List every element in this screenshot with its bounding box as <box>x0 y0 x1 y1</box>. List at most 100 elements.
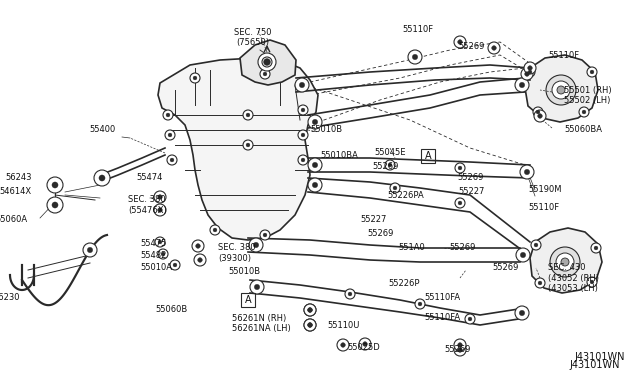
Circle shape <box>415 299 425 309</box>
Circle shape <box>154 204 166 216</box>
Circle shape <box>250 280 264 294</box>
Circle shape <box>348 292 352 296</box>
Circle shape <box>521 68 533 80</box>
Circle shape <box>258 53 276 71</box>
Circle shape <box>158 249 168 259</box>
Polygon shape <box>530 228 602 293</box>
Text: (43053 (LH): (43053 (LH) <box>548 283 598 292</box>
Circle shape <box>260 69 270 79</box>
Text: 55400: 55400 <box>90 125 116 135</box>
Circle shape <box>308 115 322 129</box>
Circle shape <box>515 78 529 92</box>
Circle shape <box>492 46 496 50</box>
Circle shape <box>590 280 594 284</box>
Circle shape <box>412 54 418 60</box>
Circle shape <box>535 278 545 288</box>
Circle shape <box>308 158 322 172</box>
Circle shape <box>264 58 271 65</box>
Circle shape <box>454 339 466 351</box>
Circle shape <box>263 72 267 76</box>
Circle shape <box>359 338 371 350</box>
Circle shape <box>301 158 305 162</box>
Circle shape <box>385 160 395 170</box>
Circle shape <box>418 302 422 306</box>
Text: 55060A: 55060A <box>0 215 28 224</box>
Text: 55110U: 55110U <box>328 321 360 330</box>
Circle shape <box>249 238 263 252</box>
Text: J43101WN: J43101WN <box>575 352 625 362</box>
Circle shape <box>520 165 534 179</box>
Circle shape <box>488 42 500 54</box>
Circle shape <box>265 60 269 64</box>
Circle shape <box>594 246 598 250</box>
Polygon shape <box>240 40 296 85</box>
Circle shape <box>170 158 174 162</box>
Circle shape <box>458 40 462 44</box>
Circle shape <box>300 82 305 88</box>
Circle shape <box>304 319 316 331</box>
Circle shape <box>312 119 317 125</box>
Text: 55010B: 55010B <box>310 125 342 135</box>
Text: 55501 (RH): 55501 (RH) <box>564 86 612 94</box>
Circle shape <box>87 247 93 253</box>
Text: SEC. 750: SEC. 750 <box>234 28 272 37</box>
Circle shape <box>531 240 541 250</box>
Circle shape <box>337 339 349 351</box>
Circle shape <box>458 343 462 347</box>
Circle shape <box>538 114 542 118</box>
Circle shape <box>465 314 475 324</box>
Circle shape <box>190 73 200 83</box>
Polygon shape <box>525 55 598 122</box>
Circle shape <box>253 242 259 248</box>
Circle shape <box>210 225 220 235</box>
Text: A: A <box>244 295 252 305</box>
Text: 55269: 55269 <box>458 42 484 51</box>
Bar <box>241 293 255 307</box>
Text: 55226PA: 55226PA <box>388 192 424 201</box>
Circle shape <box>155 237 165 247</box>
Circle shape <box>263 233 267 237</box>
Circle shape <box>587 277 597 287</box>
Circle shape <box>534 110 546 122</box>
Ellipse shape <box>550 247 580 277</box>
Text: (75650): (75650) <box>237 38 269 47</box>
Text: 55060B: 55060B <box>155 305 188 314</box>
Circle shape <box>154 191 166 203</box>
Text: (39300): (39300) <box>218 253 251 263</box>
Circle shape <box>454 344 466 356</box>
Circle shape <box>246 143 250 147</box>
Bar <box>421 149 435 163</box>
Circle shape <box>458 166 462 170</box>
Circle shape <box>260 230 270 240</box>
Text: 55110F: 55110F <box>548 51 579 60</box>
Circle shape <box>519 82 525 88</box>
Circle shape <box>163 110 173 120</box>
Text: 55474: 55474 <box>136 173 163 183</box>
Circle shape <box>528 70 532 74</box>
Circle shape <box>83 243 97 257</box>
Circle shape <box>390 183 400 193</box>
Circle shape <box>525 72 529 76</box>
Circle shape <box>52 202 58 208</box>
Circle shape <box>312 162 317 168</box>
Text: 55110FA: 55110FA <box>424 314 460 323</box>
Circle shape <box>157 208 163 212</box>
Circle shape <box>295 78 309 92</box>
Text: 55190M: 55190M <box>528 186 561 195</box>
Text: 56261NA (LH): 56261NA (LH) <box>232 324 291 333</box>
Text: 55269: 55269 <box>492 263 518 273</box>
Circle shape <box>519 310 525 316</box>
Circle shape <box>312 182 317 187</box>
Circle shape <box>345 289 355 299</box>
Text: 55010A: 55010A <box>140 263 172 273</box>
Text: 55110F: 55110F <box>403 25 433 34</box>
Circle shape <box>538 281 542 285</box>
Circle shape <box>246 113 250 117</box>
Circle shape <box>52 182 58 188</box>
Circle shape <box>166 113 170 117</box>
Circle shape <box>243 140 253 150</box>
Text: 55269: 55269 <box>445 346 471 355</box>
Circle shape <box>196 244 200 248</box>
Circle shape <box>454 36 466 48</box>
Circle shape <box>536 110 540 114</box>
